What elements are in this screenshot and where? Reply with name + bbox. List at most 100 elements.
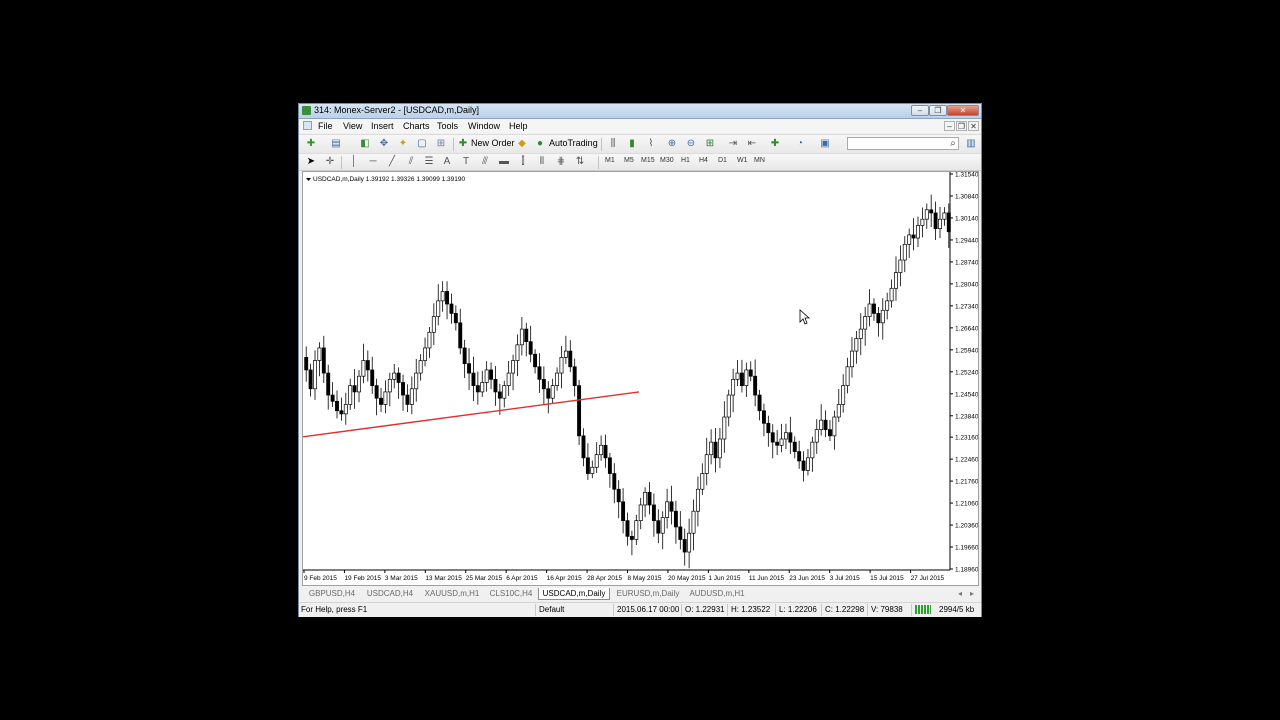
navigator-icon[interactable]: ✦ [398,138,408,149]
menu-help[interactable]: Help [509,121,528,131]
crosshair-icon[interactable]: ✛ [325,156,335,167]
mdi-minimize-button[interactable]: ‒ [944,121,955,131]
chart-window[interactable]: 1.31540 1.30840 1.30140 1.29440 1.28740 1.280… [302,171,979,586]
minimize-button[interactable]: ‒ [911,105,929,116]
rectangle-icon[interactable]: ▬ [499,156,509,167]
bull-candle [590,466,595,474]
auto-scroll-icon[interactable]: ⇥ [728,138,738,149]
timeframe-d1[interactable]: D1 [718,157,727,164]
vertical-line-icon[interactable]: │ [350,156,358,167]
autotrading-button[interactable]: AutoTrading [549,138,598,148]
tab-usdcad-h4[interactable]: USDCAD,H4 [366,589,414,598]
tester-icon[interactable]: ⊞ [436,138,446,149]
cursor-icon[interactable]: ➤ [306,156,316,167]
chart-shift-icon[interactable]: ⇤ [747,138,757,149]
price-tick-label: 1.28740 [955,259,978,266]
horizontal-line-icon[interactable]: ─ [369,156,377,167]
gann-icon[interactable]: ⫻ [482,156,488,167]
menu-tools[interactable]: Tools [437,121,459,131]
bear-candle [770,432,775,443]
search-input[interactable] [847,137,959,150]
timeframe-h1[interactable]: H1 [681,157,690,164]
time-tick-label: 3 Jul 2015 [830,575,860,582]
data-window-icon[interactable]: ✥ [379,138,389,149]
new-chart-icon[interactable]: ✚ [306,138,316,149]
metaeditor-icon[interactable]: ◆ [518,138,526,149]
timeframe-w1[interactable]: W1 [737,157,748,164]
tab-scroll-left-icon[interactable]: ◂ [957,589,962,598]
autotrading-icon[interactable]: ● [536,138,544,149]
zoom-in-icon[interactable]: ⊕ [667,138,677,149]
bar-chart-icon[interactable]: ⫼ [610,138,616,149]
new-order-button[interactable]: New Order [471,138,515,148]
search-icon[interactable]: ⌕ [950,138,956,149]
bull-candle [506,372,511,386]
periods-icon[interactable]: ◔ [796,138,804,149]
indicators-icon[interactable]: ✚ [770,138,780,149]
fibo-fan-icon[interactable]: ⋕ [556,156,566,167]
timeframe-m5[interactable]: M5 [624,157,634,164]
community-icon[interactable]: ▥ [966,138,976,149]
market-watch-icon[interactable]: ◧ [360,138,370,149]
new-order-icon[interactable]: ✚ [458,138,468,149]
price-chart[interactable]: 1.31540 1.30840 1.30140 1.29440 1.28740 1.280… [303,172,978,585]
restore-button[interactable]: ❐ [929,105,947,116]
text-icon[interactable]: A [443,156,451,167]
channel-icon[interactable]: ⫽ [408,156,414,167]
tile-windows-icon[interactable]: ⊞ [705,138,715,149]
tab-xauusd-h1[interactable]: XAUUSD,m,H1 [424,589,480,598]
line-chart-icon[interactable]: ⌇ [648,138,654,149]
bull-candle [431,316,436,333]
document-icon[interactable] [303,121,312,130]
menu-file[interactable]: File [318,121,333,131]
bull-candle [550,385,555,399]
tab-cls10c-h4[interactable]: CLS10C,H4 [489,589,533,598]
menu-charts[interactable]: Charts [403,121,430,131]
bull-candle [898,259,903,273]
status-profile[interactable]: Default [539,605,565,614]
trendline-icon[interactable]: ╱ [388,156,396,167]
timeframe-m1[interactable]: M1 [605,157,615,164]
bear-candle [629,535,634,540]
timeframe-m30[interactable]: M30 [660,157,674,164]
cycle-lines-icon[interactable]: ⦀ [539,156,545,167]
fibonacci-icon[interactable]: ☰ [424,156,434,167]
mdi-close-button[interactable]: ✕ [968,121,979,131]
menu-insert[interactable]: Insert [371,121,394,131]
timeframe-h4[interactable]: H4 [699,157,708,164]
templates-icon[interactable]: ▣ [820,138,830,149]
mdi-restore-button[interactable]: ❐ [956,121,967,131]
tab-usdcad-daily[interactable]: USDCAD,m,Daily [538,588,610,600]
terminal-icon[interactable]: ▢ [417,138,427,149]
close-button[interactable]: ✕ [947,105,979,116]
bear-candle [462,347,467,365]
bull-candle [348,385,353,405]
title-bar[interactable]: 314: Monex-Server2 - [USDCAD,m,Daily] ‒ … [299,104,981,119]
andrews-pitchfork-icon[interactable]: ⫿ [521,156,525,167]
tab-eurusd-daily[interactable]: EURUSD,m,Daily [616,589,680,598]
time-tick-label: 13 Mar 2015 [425,575,462,582]
timeframe-mn[interactable]: MN [754,157,765,164]
candlestick-icon[interactable]: ▮ [629,138,635,149]
menu-window[interactable]: Window [468,121,501,131]
bear-candle [352,385,357,393]
bull-candle [942,212,947,220]
tab-gbpusd-h4[interactable]: GBPUSD,H4 [308,589,356,598]
text-label-icon[interactable]: T [462,156,470,167]
arrows-icon[interactable]: ⇅ [575,156,585,167]
menu-view[interactable]: View [343,121,363,131]
bull-candle [924,209,929,220]
timeframe-m15[interactable]: M15 [641,157,655,164]
bull-candle [519,328,524,346]
connection-icon[interactable] [915,605,931,614]
bear-candle [656,520,661,534]
bear-candle [669,501,674,512]
bull-candle [704,454,709,474]
zoom-out-icon[interactable]: ⊖ [686,138,696,149]
bull-candle [559,357,564,374]
tab-audusd-h1[interactable]: AUDUSD,m,H1 [689,589,745,598]
profiles-icon[interactable]: ▤ [331,138,341,149]
bear-candle [788,432,793,443]
tab-scroll-right-icon[interactable]: ▸ [969,589,974,598]
menu-bar: File View Insert Charts Tools Window Hel… [299,119,981,133]
